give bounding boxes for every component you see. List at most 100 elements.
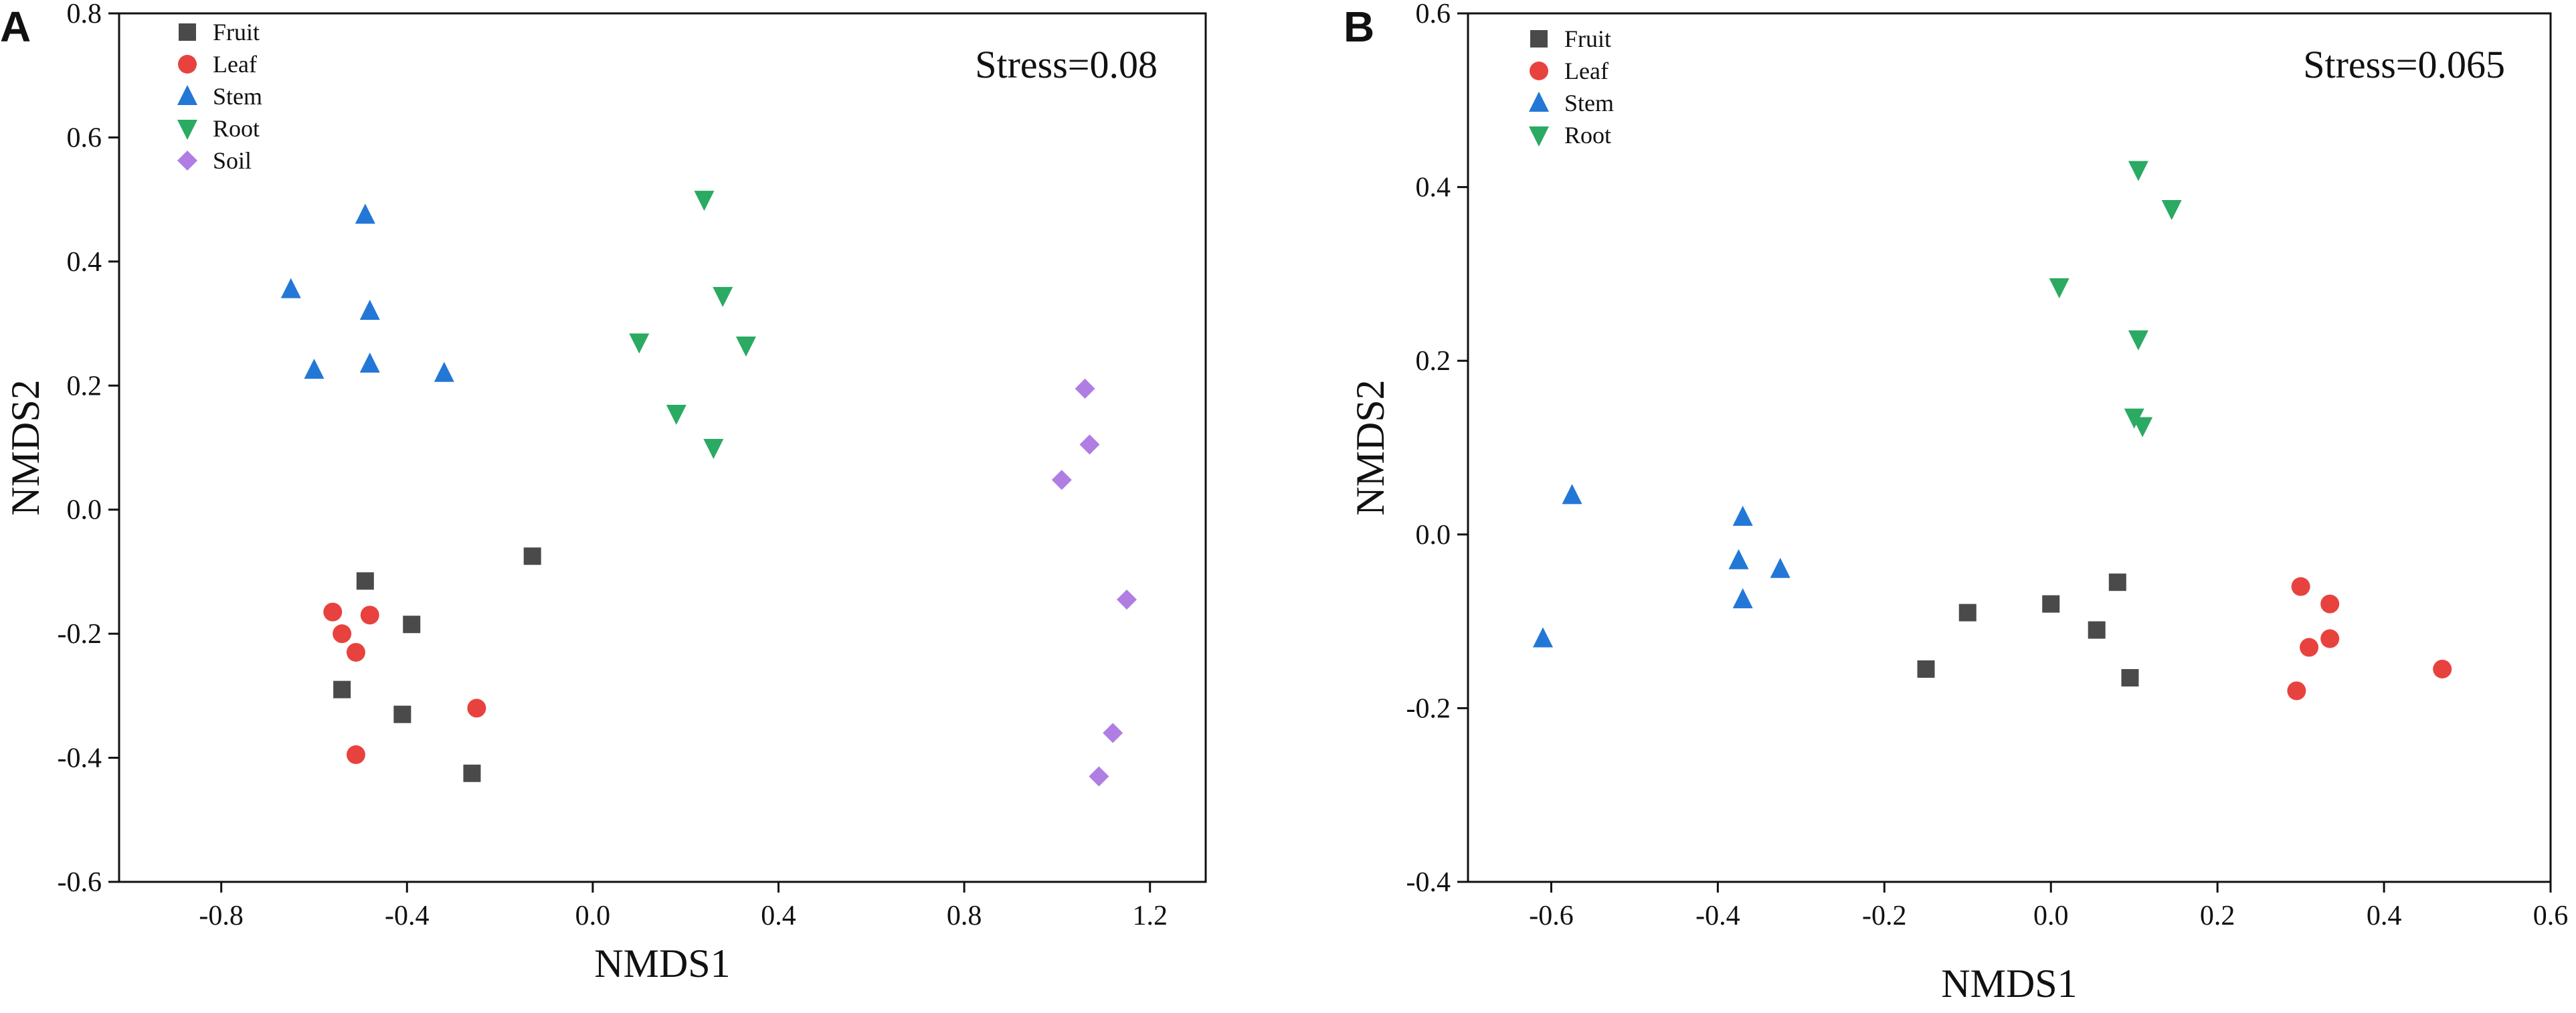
panel-b-letter: B [1344,3,1374,51]
panel-a-point-root [735,337,756,357]
panel-a-point-fruit [393,705,411,723]
panel-b-point-fruit [2108,573,2126,591]
panel-b-legend-label-stem: Stem [1564,90,1614,116]
panel-a-point-leaf [333,624,352,644]
panel-b-point-stem [1562,484,1582,504]
panel-b-legend-label-fruit: Fruit [1564,25,1611,52]
panel-a-legend-marker-leaf [178,55,197,74]
panel-b-point-root [2049,278,2069,298]
panel-a-y-tick-label: 0.6 [67,122,102,153]
panel-a-legend-marker-fruit [179,23,196,41]
panel-b-point-stem [1732,505,1753,526]
panel-b-y-tick-label: -0.2 [1406,693,1451,724]
panel-a-legend: Fruit Leaf Stem Root Soil [177,19,262,174]
panel-a-point-leaf [323,602,343,622]
panel-a-legend-marker-soil [177,151,197,171]
panel-a-legend-label-soil: Soil [213,147,252,174]
panel-b-y-tick-label: 0.0 [1416,520,1451,551]
panel-a-legend-marker-stem [177,85,197,105]
panel-b-point-fruit [2042,595,2060,613]
panel-a-point-stem [304,359,325,379]
panel-b-point-leaf [2287,681,2306,701]
panel-a-point-fruit [356,572,374,590]
panel-a-point-leaf [346,642,365,662]
panel-a-series-leaf [323,602,486,764]
panel-b-x-tick-label: 0.2 [2200,901,2235,931]
panel-b-point-leaf [2320,629,2340,648]
panel-b-series-fruit [1917,573,2139,686]
panel-a-point-leaf [346,745,365,764]
panel-b-point-leaf [2300,638,2319,657]
panel-a-letter: A [0,3,31,51]
panel-b-point-stem [1732,588,1753,609]
panel-a-x-tick-label: -0.4 [385,901,430,931]
panel-b-point-fruit [2121,668,2139,686]
panel-b-nmds-plot: -0.6 -0.4 -0.2 0.0 0.2 0.4 0.6 -0.4 -0.2 0.0 0.2 0.… [1348,0,2568,1006]
panel-b-point-root [2132,417,2153,438]
panel-a-x-axis-title: NMDS1 [594,941,730,986]
panel-a-x-tick-label: 1.2 [1132,901,1168,931]
panel-a-point-fruit [523,547,541,565]
panel-a-point-soil [1117,589,1137,610]
panel-b-legend: Fruit Leaf Stem Root [1529,25,1614,149]
panel-a-y-tick-label: 0.8 [67,0,102,29]
panel-b-x-tick-label: -0.2 [1862,901,1907,931]
panel-b-point-root [2128,161,2148,181]
panel-a-series-stem [280,203,454,382]
panel-b-point-leaf [2291,577,2310,596]
panel-b-x-tick-label: -0.6 [1529,901,1574,931]
panel-b-legend-marker-root [1529,126,1549,147]
panel-b-y-tick-label: -0.4 [1406,867,1451,898]
panel-a-point-soil [1089,766,1109,787]
panel-b-x-tick-label: 0.6 [2533,901,2569,931]
panel-a-point-stem [434,361,454,382]
panel-b-plot-frame [1467,12,2552,883]
panel-b-point-fruit [1917,660,1935,678]
panel-a-y-tick-label: -0.4 [58,743,102,774]
panel-a-plot-frame [118,12,1207,883]
panel-a-legend-label-leaf: Leaf [213,51,257,78]
panel-a-point-soil [1079,434,1100,455]
panel-b-point-root [2161,200,2182,221]
panel-a-point-root [694,191,715,211]
panel-b-x-tick-label: 0.0 [2033,901,2069,931]
panel-a-y-tick-label: 0.4 [67,247,102,278]
panel-a-point-stem [359,352,380,373]
panel-b-x-axis-title: NMDS1 [1941,961,2077,1006]
panel-b-x-tick-label: -0.4 [1695,901,1740,931]
panel-a-legend-label-fruit: Fruit [213,19,260,45]
panel-a-point-root [713,286,733,307]
panel-a-point-leaf [467,699,486,718]
panel-b-legend-label-leaf: Leaf [1564,58,1608,84]
panel-a-point-leaf [360,606,379,625]
panel-b-point-root [2128,330,2148,351]
panel-b-y-tick-label: 0.6 [1416,0,1451,29]
panel-a-point-stem [359,300,380,320]
panel-a-point-stem [280,278,301,298]
panel-a-point-root [666,405,686,426]
panel-b-legend-marker-fruit [1530,30,1548,48]
panel-b-point-leaf [2320,594,2340,614]
panel-b-y-tick-label: 0.4 [1416,173,1451,203]
panel-a-point-fruit [333,680,351,699]
panel-b-point-fruit [1958,604,1976,622]
panel-b-point-stem [1533,627,1554,648]
panel-b-point-fruit [2088,621,2106,639]
panel-a-legend-label-root: Root [213,115,260,142]
panel-a-nmds-plot: -0.8 -0.4 0.0 0.4 0.8 1.2 -0.6 -0.4 -0.2 0.0 0.2 0.… [3,0,1207,986]
panel-b-point-stem [1770,557,1790,578]
panel-a-point-stem [355,203,375,224]
panel-b-legend-marker-stem [1529,92,1549,112]
panel-a-point-soil [1103,723,1123,743]
panel-b-y-tick-label: 0.2 [1416,346,1451,377]
panel-a-y-tick-label: 0.2 [67,371,102,401]
panel-a-y-tick-label: -0.6 [58,867,102,898]
panel-b-legend-marker-leaf [1530,62,1548,80]
panel-b-series-leaf [2287,577,2452,701]
panel-a-point-soil [1051,470,1072,490]
panel-b-y-axis-title: NMDS2 [1348,379,1392,515]
panel-a-series-root [629,191,756,459]
panel-a-legend-label-stem: Stem [213,83,262,110]
panel-a-stress-annotation: Stress=0.08 [975,43,1158,86]
